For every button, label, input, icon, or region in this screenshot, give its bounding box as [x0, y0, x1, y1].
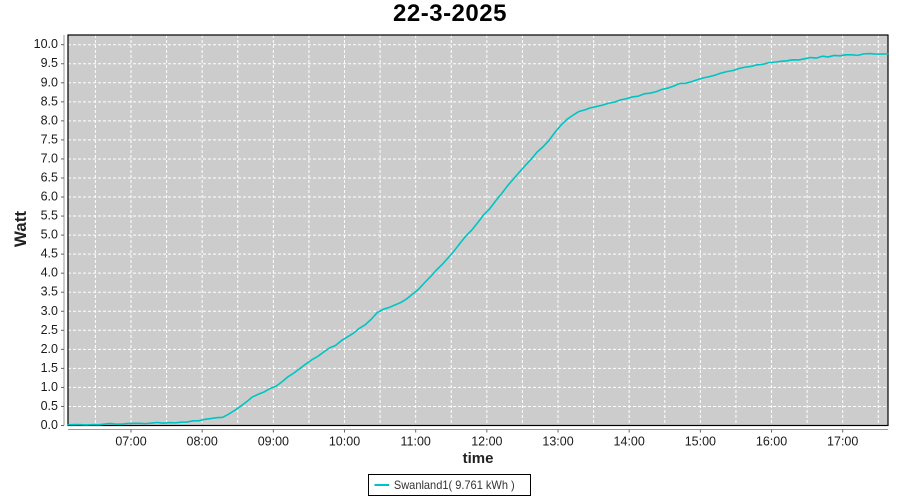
svg-text:2.5: 2.5	[41, 323, 58, 337]
svg-text:9.5: 9.5	[41, 56, 58, 70]
svg-text:0.0: 0.0	[41, 418, 58, 432]
svg-text:10.0: 10.0	[34, 37, 58, 51]
svg-text:12:00: 12:00	[471, 435, 502, 449]
svg-text:15:00: 15:00	[685, 435, 716, 449]
svg-text:14:00: 14:00	[614, 435, 645, 449]
svg-text:17:00: 17:00	[827, 435, 858, 449]
svg-text:8.5: 8.5	[41, 94, 58, 108]
svg-text:7.5: 7.5	[41, 132, 58, 146]
svg-text:09:00: 09:00	[258, 435, 289, 449]
svg-text:2.0: 2.0	[41, 342, 58, 356]
svg-text:0.5: 0.5	[41, 399, 58, 413]
svg-text:3.5: 3.5	[41, 285, 58, 299]
svg-text:6.0: 6.0	[41, 190, 58, 204]
svg-text:11:00: 11:00	[401, 435, 431, 449]
svg-text:5.0: 5.0	[41, 228, 58, 242]
svg-text:1.5: 1.5	[41, 361, 58, 375]
svg-text:07:00: 07:00	[115, 435, 146, 449]
svg-text:08:00: 08:00	[187, 435, 218, 449]
svg-text:5.5: 5.5	[41, 209, 58, 223]
svg-text:9.0: 9.0	[41, 75, 58, 89]
svg-text:6.5: 6.5	[41, 170, 58, 184]
svg-text:3.0: 3.0	[41, 304, 58, 318]
svg-text:10:00: 10:00	[329, 435, 360, 449]
svg-text:16:00: 16:00	[756, 435, 787, 449]
svg-text:8.0: 8.0	[41, 113, 58, 127]
svg-text:4.0: 4.0	[41, 266, 58, 280]
svg-text:13:00: 13:00	[542, 435, 573, 449]
svg-text:4.5: 4.5	[41, 247, 58, 261]
svg-text:1.0: 1.0	[41, 380, 58, 394]
svg-text:7.0: 7.0	[41, 151, 58, 165]
